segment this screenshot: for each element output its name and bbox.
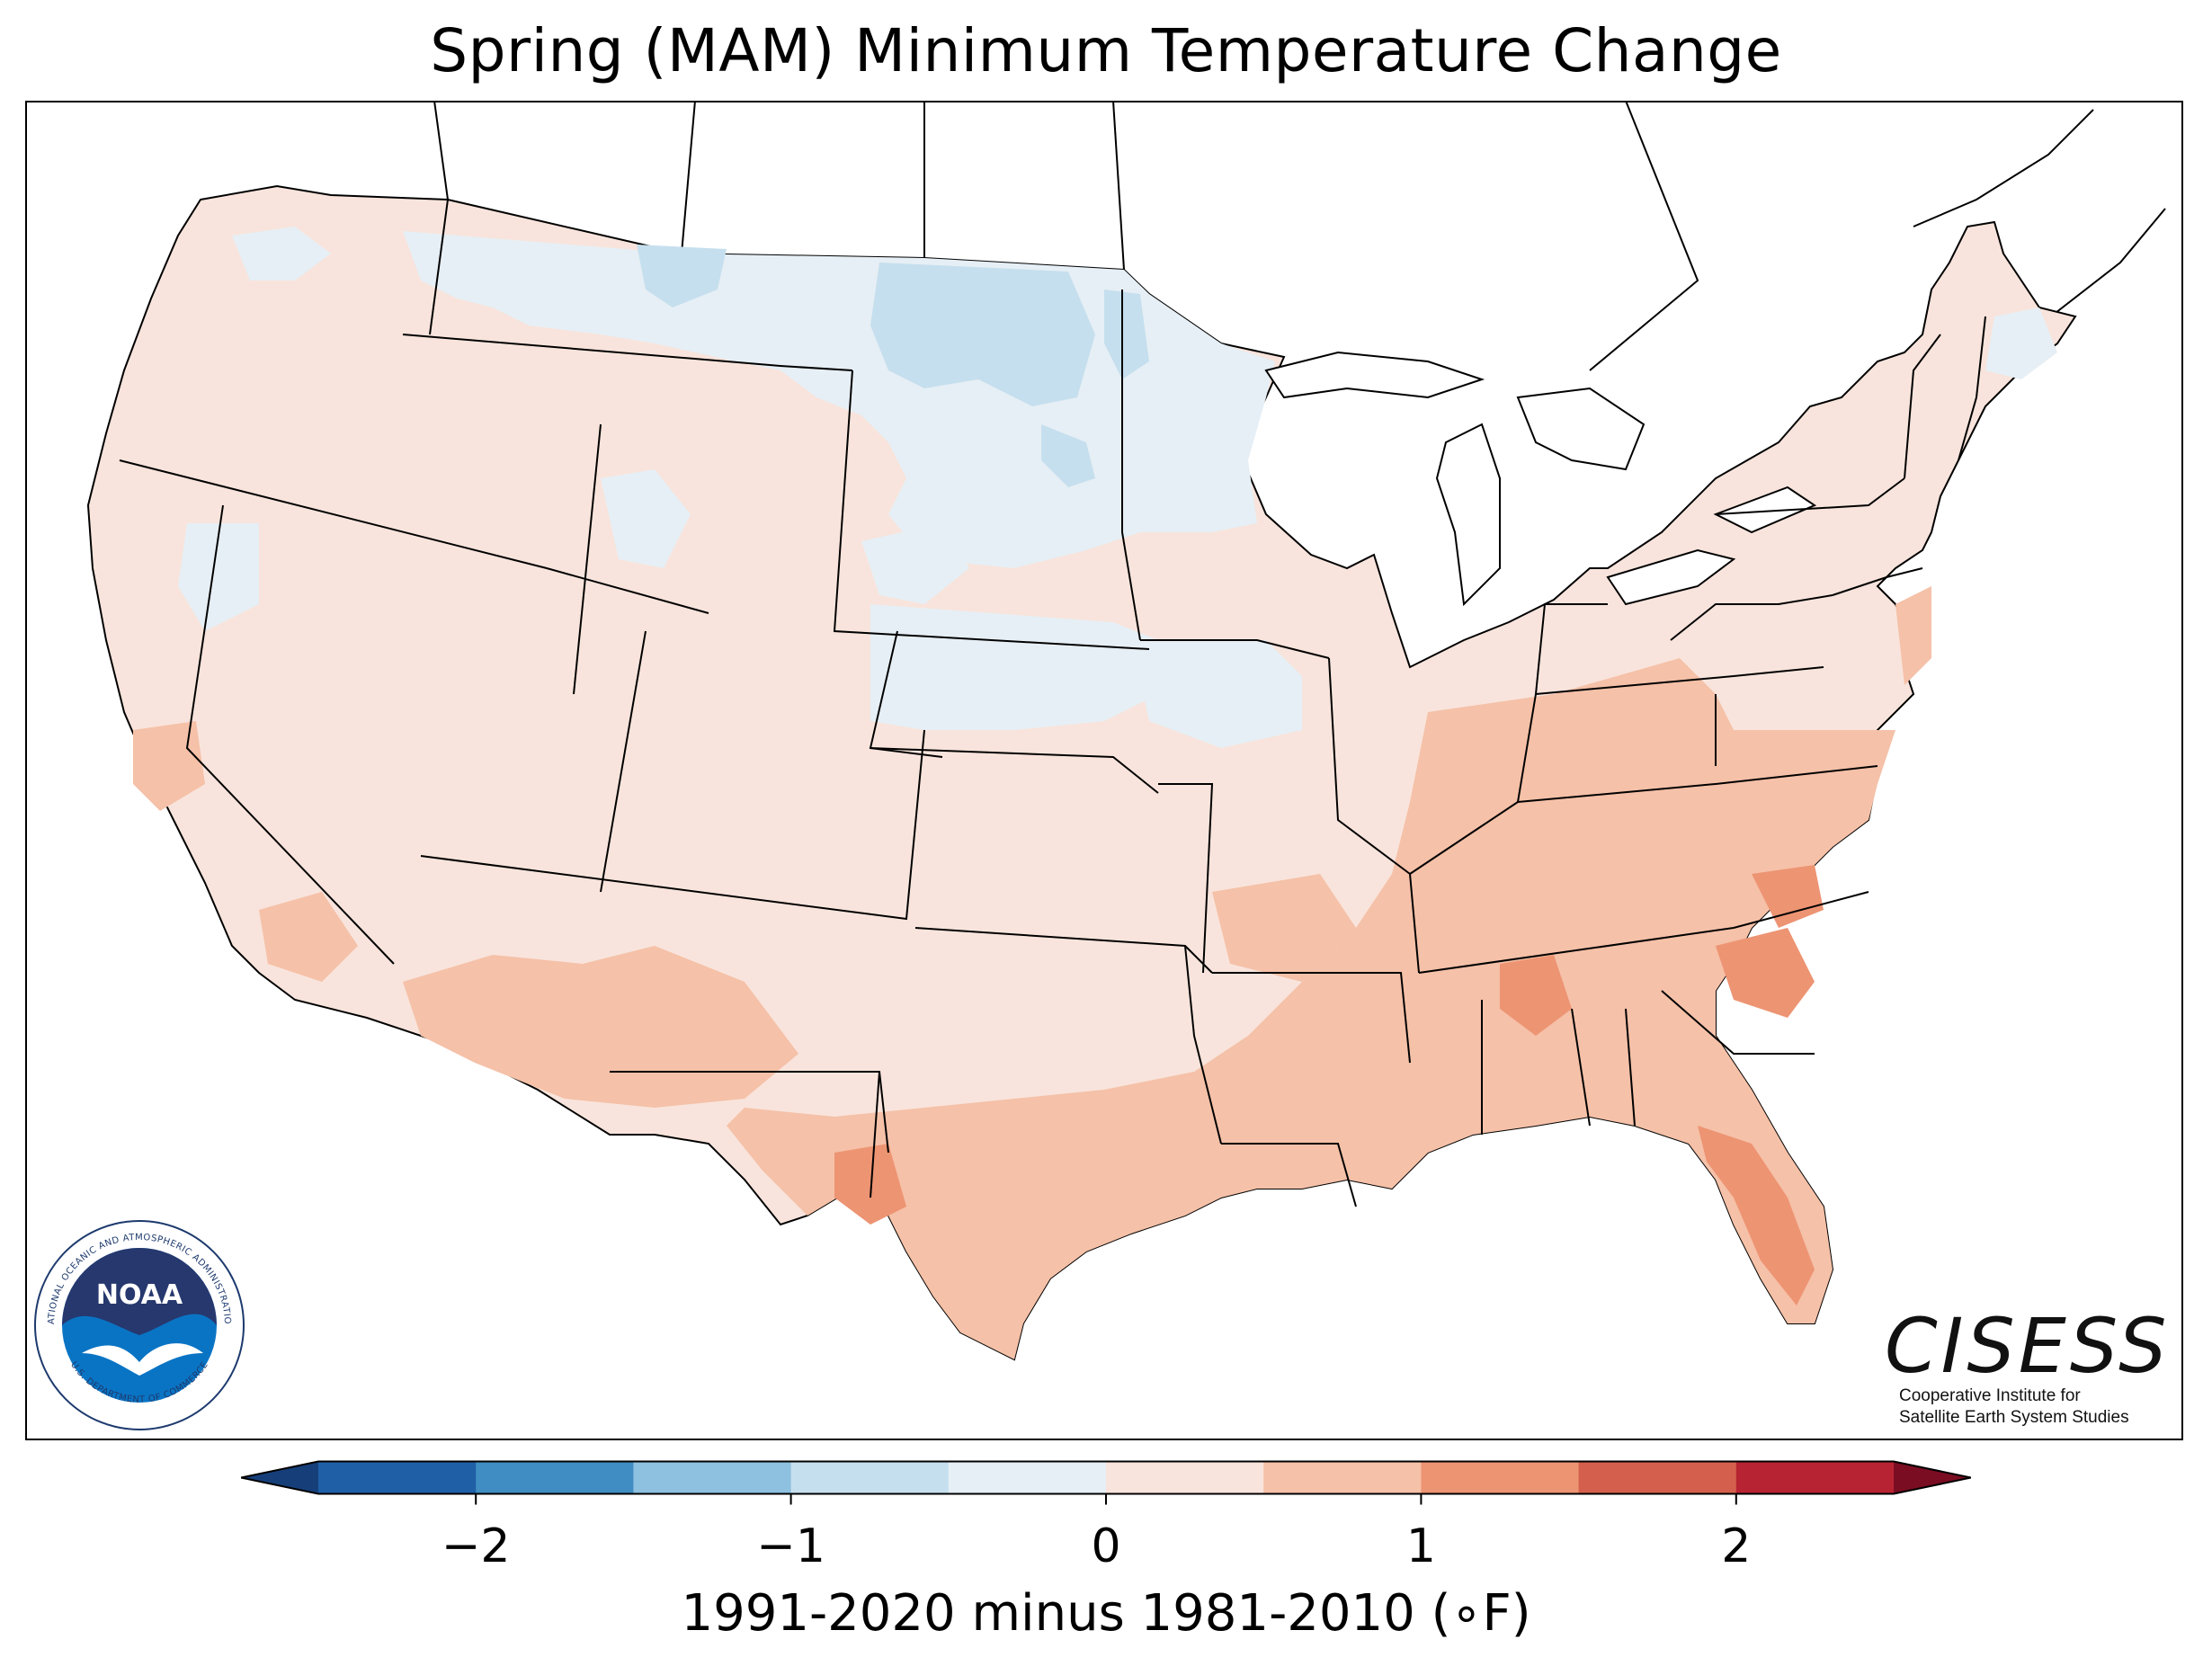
map-title: Spring (MAM) Minimum Temperature Change (430, 16, 1782, 85)
noaa-wordmark: NOAA (96, 1279, 183, 1311)
colorbar-segment (633, 1461, 792, 1494)
colorbar-tick-label: −2 (441, 1519, 511, 1573)
colorbar-over-arrow (1894, 1461, 1971, 1494)
cisess-subtitle-line1: Cooperative Institute for (1899, 1386, 2081, 1405)
map-panel (25, 101, 2183, 1440)
colorbar-segment (948, 1461, 1107, 1494)
colorbar-segments (241, 1460, 1971, 1505)
colorbar-tick-label: −1 (756, 1519, 825, 1573)
noaa-logo: NOAA NATIONAL OCEANIC AND ATMOSPHERIC AD… (32, 1218, 245, 1430)
great-lakes (1264, 351, 1817, 607)
colorbar-segment (1578, 1461, 1737, 1494)
warming-region (133, 586, 1931, 1359)
colorbar-under-arrow (241, 1461, 318, 1494)
colorbar-segment (1735, 1461, 1895, 1494)
colorbar-segment (318, 1461, 477, 1494)
state-boundaries (119, 199, 1986, 1207)
cisess-subtitle-line2: Satellite Earth System Studies (1899, 1408, 2129, 1427)
cisess-logo-text: CISESS (1885, 1302, 2171, 1390)
colorbar-tick-label: 2 (1721, 1519, 1752, 1573)
colorbar-segment (790, 1461, 950, 1494)
colorbar-segment (476, 1461, 634, 1494)
colorbar-tick-label: 0 (1091, 1519, 1121, 1573)
cooling-region (178, 227, 2057, 748)
canada-boundaries (433, 101, 2166, 371)
colorbar (241, 1460, 1971, 1505)
colorbar-tick-label: 1 (1405, 1519, 1436, 1573)
colorbar-label: 1991-2020 minus 1981-2010 (∘F) (681, 1584, 1531, 1643)
colorbar-segment (1421, 1461, 1580, 1494)
colorbar-segment (1106, 1461, 1264, 1494)
colorbar-segment (1263, 1461, 1422, 1494)
colorbar-outline (241, 1460, 1971, 1495)
